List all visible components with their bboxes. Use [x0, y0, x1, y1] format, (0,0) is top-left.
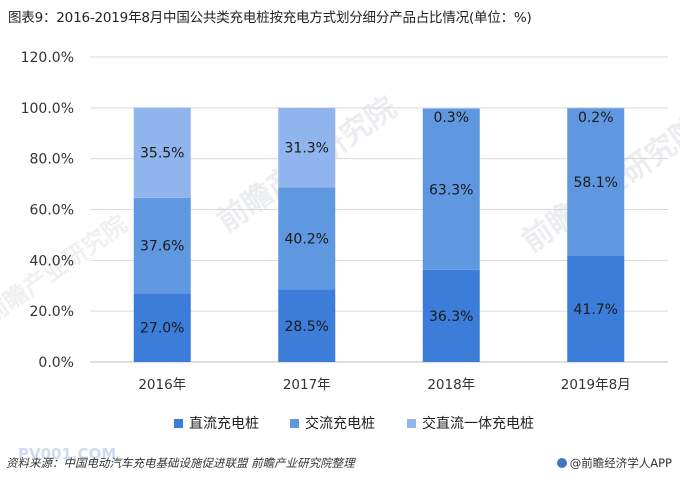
y-tick-label: 0.0% — [38, 355, 74, 371]
y-tick-label: 40.0% — [30, 253, 74, 269]
y-tick-label: 120.0% — [21, 50, 74, 66]
brand-credit: @前瞻经济学人APP — [556, 455, 672, 471]
bar-segment — [278, 289, 336, 362]
x-tick-label: 2017年 — [283, 377, 331, 393]
data-label: 40.2% — [285, 231, 329, 247]
bar-segment — [567, 256, 625, 362]
legend-swatch-dc — [174, 419, 183, 428]
data-label: 35.5% — [140, 146, 184, 162]
data-label: 28.5% — [285, 319, 329, 335]
data-label: 41.7% — [574, 302, 618, 318]
bar-segment — [133, 293, 191, 362]
site-watermark: PV001.COM — [18, 445, 117, 463]
legend-label-dc: 直流充电桩 — [189, 416, 259, 432]
legend-item-dc: 直流充电桩 — [174, 413, 259, 433]
bar-segment — [278, 107, 336, 188]
source-note: 资料来源：中国电动汽车充电基础设施促进联盟 前瞻产业研究院整理 — [6, 456, 355, 470]
bar-segment — [567, 107, 625, 109]
x-tick-label: 2016年 — [138, 377, 186, 393]
data-label: 36.3% — [429, 309, 473, 325]
bar-segment — [422, 269, 480, 362]
stacked-bar-chart: 0.0% 20.0% 40.0% 60.0% 80.0% 100.0% 120.0% 27.0… — [21, 50, 668, 393]
y-tick-label: 60.0% — [30, 203, 74, 219]
data-label: 0.3% — [433, 110, 469, 126]
y-tick-label: 100.0% — [21, 101, 74, 117]
bar-segment — [567, 108, 625, 257]
brand-logo-icon — [556, 458, 567, 468]
data-label: 63.3% — [429, 182, 473, 198]
chart-title: 图表9：2016-2019年8月中国公共类充电桩按充电方式划分细分产品占比情况(… — [8, 10, 532, 26]
brand-credit-text: @前瞻经济学人APP — [569, 456, 672, 470]
legend-item-ac: 交流充电桩 — [290, 413, 375, 433]
legend-swatch-ac — [290, 419, 299, 428]
bar-segment — [422, 108, 480, 109]
bar-segment — [133, 107, 191, 198]
y-tick-label: 80.0% — [30, 152, 74, 168]
x-tick-label: 2019年8月 — [561, 377, 631, 393]
legend-label-ac: 交流充电桩 — [305, 416, 375, 432]
bar-segment — [422, 108, 480, 270]
legend-item-acdc: 交直流一体充电桩 — [407, 413, 534, 433]
legend-swatch-acdc — [407, 419, 416, 428]
data-label: 58.1% — [574, 175, 618, 191]
legend-label-acdc: 交直流一体充电桩 — [422, 416, 534, 432]
bar-segment — [133, 197, 191, 294]
data-label: 37.6% — [140, 239, 184, 255]
data-label: 0.2% — [578, 110, 614, 126]
data-label: 27.0% — [140, 321, 184, 337]
bar-segment — [278, 187, 336, 290]
y-tick-label: 20.0% — [30, 304, 74, 320]
x-tick-label: 2018年 — [427, 377, 475, 393]
data-label: 31.3% — [285, 141, 329, 157]
